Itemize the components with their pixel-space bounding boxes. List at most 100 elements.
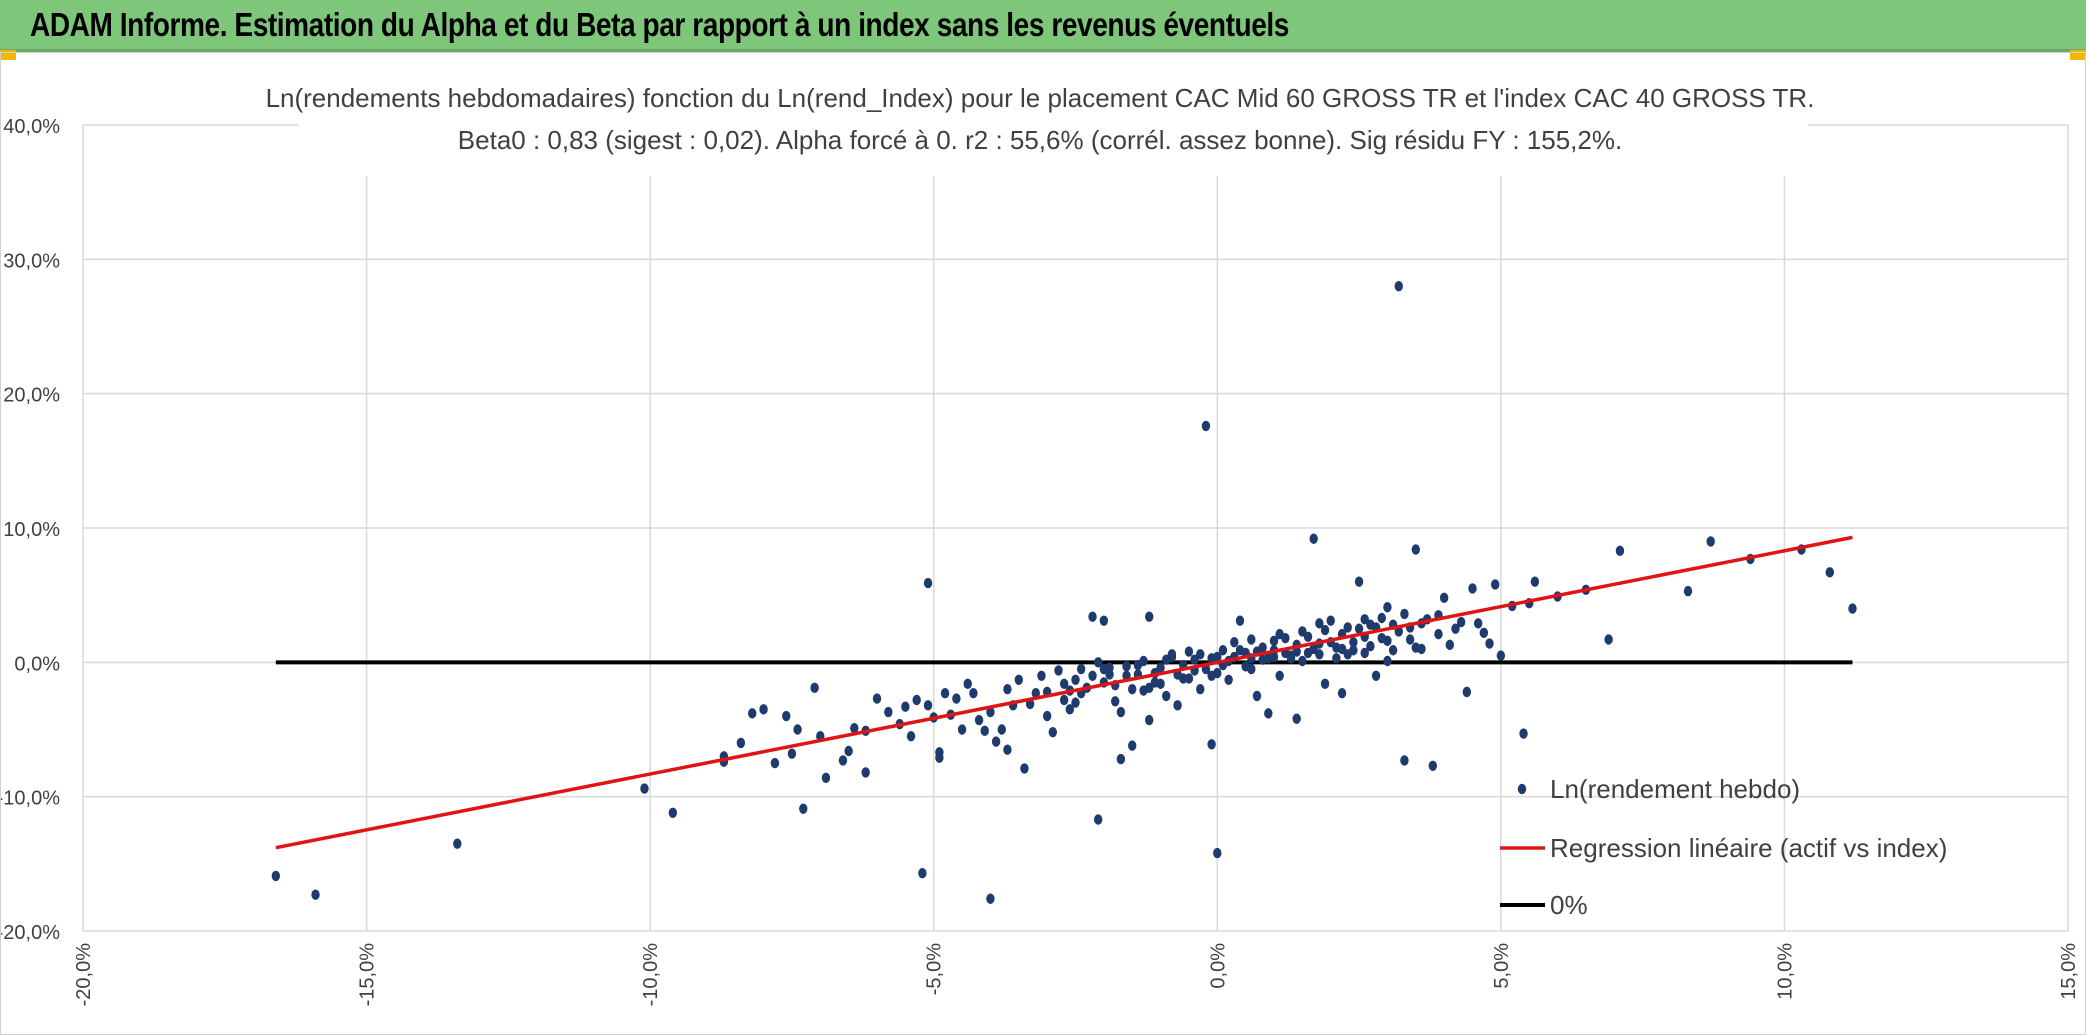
data-point [997, 724, 1006, 735]
data-point [1309, 533, 1318, 544]
data-point [923, 700, 933, 711]
data-point [1303, 631, 1313, 643]
data-point [850, 722, 859, 734]
data-point [940, 688, 950, 699]
data-point [1031, 688, 1041, 699]
x-tick-label: 0,0% [1207, 943, 1229, 989]
y-tick-label: 0,0% [14, 653, 60, 675]
data-point [1003, 684, 1012, 695]
data-point [1116, 753, 1126, 765]
report-banner: ADAM Informe. Estimation du Alpha et du … [0, 0, 2086, 52]
data-point [1173, 700, 1182, 711]
chart-title: Ln(rendements hebdomadaires) fonction du… [266, 83, 1815, 113]
x-tick-label: -10,0% [640, 943, 662, 1007]
data-point [1224, 674, 1233, 685]
data-point [1530, 576, 1540, 587]
data-point [1434, 628, 1443, 640]
data-point [1485, 638, 1494, 649]
data-point [986, 706, 995, 718]
data-point [1162, 690, 1171, 702]
data-point [1394, 281, 1403, 292]
data-point [901, 701, 910, 712]
data-point [1479, 627, 1489, 638]
data-point [810, 682, 819, 694]
data-point [1252, 690, 1262, 702]
data-point [1343, 622, 1352, 633]
data-point [1320, 624, 1330, 636]
data-point [1088, 611, 1097, 622]
data-point [1128, 740, 1137, 751]
scatter-chart: -20,0% -10,0% 0,0% 10,0% 20,0% 30,0% 40,0% -20… [0, 60, 2080, 1007]
data-point [799, 803, 808, 814]
corner-marker-left [0, 50, 16, 60]
data-point [1071, 697, 1080, 708]
data-point [1360, 647, 1369, 659]
data-point [963, 678, 972, 690]
data-point [1473, 618, 1483, 629]
data-point [1462, 686, 1472, 698]
data-point [1048, 726, 1058, 738]
data-point [1065, 704, 1075, 715]
data-point [1400, 755, 1409, 766]
data-point [1377, 612, 1386, 624]
data-point [736, 737, 746, 749]
data-point [1042, 710, 1052, 722]
data-point [1184, 673, 1194, 684]
y-tick-label: 40,0% [3, 116, 60, 138]
legend-label: Regression linéaire (actif vs index) [1550, 833, 1947, 863]
x-axis-labels: -20,0% -15,0% -10,0% -5,0% 0,0% 5,0% 10,0% 15,0… [73, 943, 2080, 1007]
data-point [1054, 665, 1063, 676]
data-point [1207, 739, 1216, 750]
data-point [787, 748, 797, 759]
data-point [1706, 536, 1715, 547]
data-point [952, 693, 961, 704]
data-point [1099, 663, 1109, 675]
data-point [1230, 636, 1239, 648]
data-point [1366, 641, 1375, 652]
data-point [1264, 708, 1273, 719]
data-point [1496, 650, 1506, 661]
data-point [1076, 663, 1086, 675]
data-point [1315, 649, 1324, 660]
x-tick-label: -5,0% [924, 943, 946, 995]
data-point [1059, 694, 1069, 706]
scatter-points [271, 281, 1857, 904]
data-point [1349, 636, 1358, 648]
data-point [1683, 585, 1693, 597]
data-point [1604, 634, 1613, 645]
data-point [1825, 567, 1835, 578]
data-point [1059, 678, 1069, 690]
data-point [1105, 669, 1114, 680]
chart-subtitle: Beta0 : 0,83 (sigest : 0,02). Alpha forc… [458, 125, 1622, 155]
data-point [1468, 583, 1477, 594]
data-point [1445, 639, 1455, 651]
data-point [1128, 684, 1137, 695]
data-point [1428, 760, 1438, 771]
data-point [1519, 728, 1528, 739]
data-point [1247, 634, 1256, 645]
data-point [1122, 661, 1131, 672]
data-point [453, 838, 462, 849]
data-point [980, 725, 989, 737]
data-point [1247, 663, 1256, 675]
data-point [1269, 635, 1279, 647]
data-point [1292, 713, 1301, 724]
data-point [1020, 763, 1029, 774]
data-point [640, 783, 649, 794]
data-point [1298, 626, 1307, 637]
data-point [986, 893, 995, 904]
data-point [1235, 615, 1245, 626]
data-point [1156, 662, 1165, 673]
data-point [668, 807, 678, 818]
data-point [1343, 649, 1352, 660]
data-point [1405, 634, 1415, 645]
data-point [1383, 602, 1392, 613]
regression-line [275, 535, 1853, 850]
data-point [1383, 655, 1392, 667]
data-point [748, 708, 757, 719]
x-tick-label: 5,0% [1491, 943, 1513, 989]
data-point [1275, 628, 1284, 640]
y-tick-label: -10,0% [0, 788, 60, 810]
data-point [884, 706, 893, 718]
data-point [1037, 670, 1046, 681]
